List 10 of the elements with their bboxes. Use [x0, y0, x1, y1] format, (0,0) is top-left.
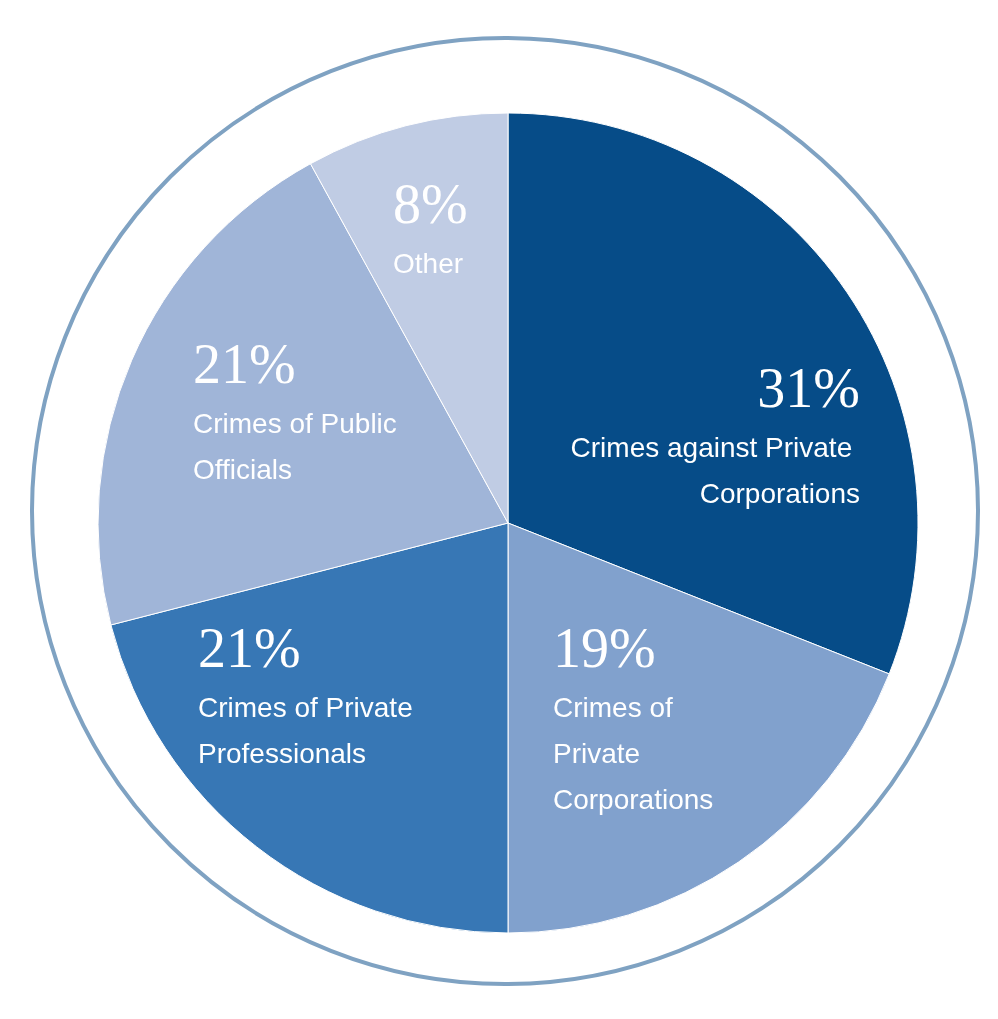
slice-label: Crimes against Private Corporations [570, 431, 860, 509]
slice-label: Other [393, 247, 464, 279]
slice-label: Crimes of Private Corporations [553, 691, 714, 815]
slice-label: Crimes of Public Officials [193, 407, 405, 485]
data-label: 21% [198, 617, 301, 679]
data-label: 31% [757, 357, 860, 419]
data-label: 19% [553, 617, 656, 679]
data-label: 21% [193, 333, 296, 395]
slice-label: Crimes of Private Professionals [198, 691, 421, 769]
data-label: 8% [393, 173, 468, 235]
